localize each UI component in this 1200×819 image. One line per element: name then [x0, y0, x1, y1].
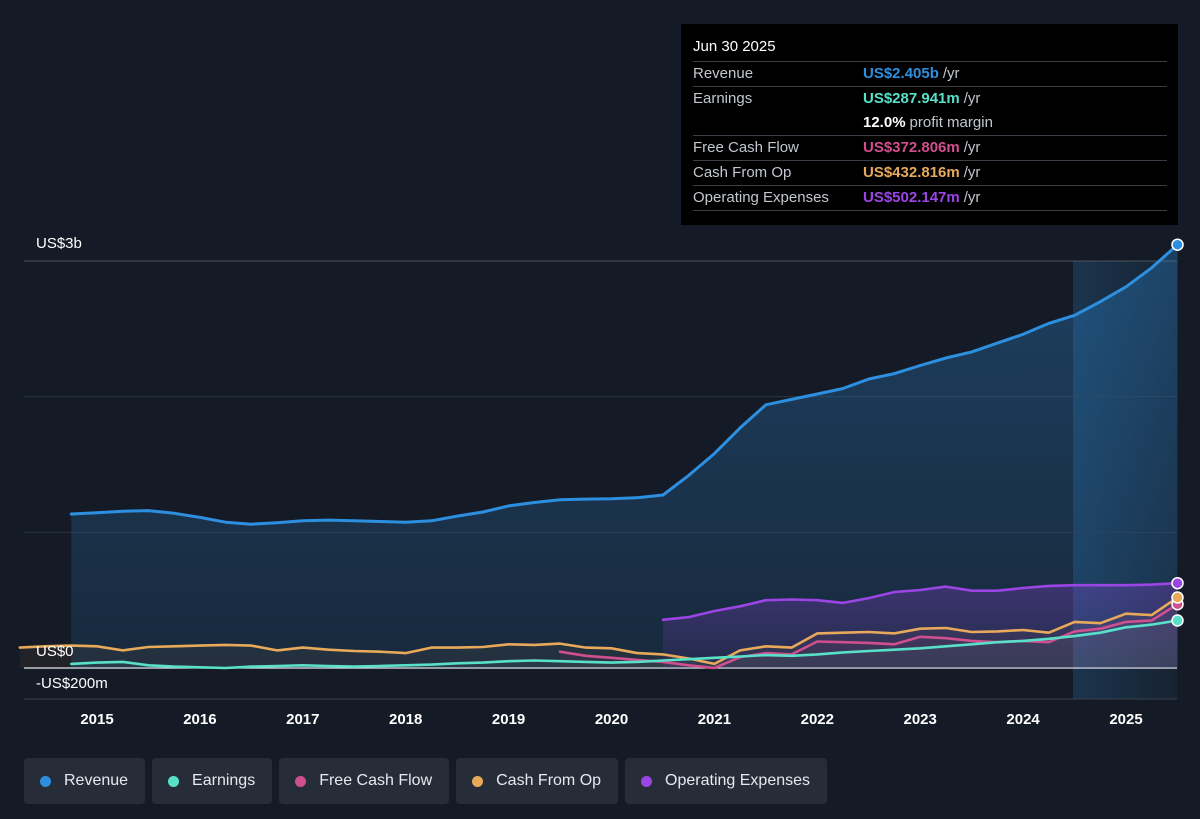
revenue-end-marker: [1171, 238, 1184, 251]
tooltip-value: US$372.806m: [863, 139, 960, 156]
tooltip-row: 12.0% profit margin: [693, 111, 1167, 135]
tooltip-label: Free Cash Flow: [693, 139, 799, 156]
tooltip-suffix: /yr: [963, 189, 981, 206]
y-axis-label: US$3b: [36, 235, 82, 252]
revenue-area: [71, 244, 1178, 668]
x-tick-label: 2020: [595, 711, 628, 728]
data-tooltip: Jun 30 2025 Revenue US$2.405b/yr Earnings U…: [681, 24, 1178, 225]
legend-label: Revenue: [64, 772, 129, 789]
tooltip-row: Cash From Op US$432.816m/yr: [693, 160, 1167, 185]
x-tick-label: 2021: [698, 711, 731, 728]
legend-dot-icon: [472, 775, 484, 787]
legend-dot-icon: [641, 775, 653, 787]
x-tick-label: 2022: [801, 711, 834, 728]
x-tick-label: 2019: [492, 711, 525, 728]
legend-item-earnings[interactable]: Earnings: [152, 758, 273, 804]
cash-from-op-end-marker: [1171, 591, 1184, 604]
tooltip-date: Jun 30 2025: [693, 38, 776, 55]
legend-item-operating-expenses[interactable]: Operating Expenses: [625, 758, 828, 804]
y-axis-label: US$0: [36, 643, 74, 660]
x-tick-label: 2024: [1006, 711, 1040, 728]
legend-item-cash-from-op[interactable]: Cash From Op: [456, 758, 619, 804]
tooltip-value: 12.0%: [863, 114, 906, 131]
legend-dot-icon: [40, 775, 51, 787]
tooltip-value: US$432.816m: [863, 164, 960, 181]
legend-item-revenue[interactable]: Revenue: [24, 758, 146, 804]
tooltip-label: Revenue: [693, 65, 754, 82]
tooltip-row: Operating Expenses US$502.147m/yr: [693, 185, 1167, 211]
y-axis-label: -US$200m: [36, 675, 108, 692]
tooltip-value: US$2.405b: [863, 65, 939, 82]
earnings-end-marker: [1171, 614, 1184, 627]
tooltip-suffix: /yr: [963, 139, 981, 156]
cash-from-op-line: [18, 596, 1179, 666]
operating-expenses-end-marker: [1171, 576, 1184, 590]
x-tick-label: 2016: [183, 711, 216, 728]
tooltip-suffix: /yr: [963, 90, 981, 107]
tooltip-row: Free Cash Flow US$372.806m/yr: [693, 135, 1167, 160]
x-tick-label: 2018: [389, 711, 422, 728]
tooltip-suffix: profit margin: [909, 114, 993, 131]
legend-label: Free Cash Flow: [319, 772, 433, 789]
tooltip-suffix: /yr: [963, 164, 981, 181]
tooltip-label: Operating Expenses: [693, 189, 829, 206]
tooltip-row: Earnings US$287.941m/yr: [693, 86, 1167, 111]
legend-dot-icon: [168, 775, 180, 787]
revenue-line: [69, 243, 1179, 526]
x-tick-label: 2025: [1109, 711, 1142, 728]
legend-label: Operating Expenses: [665, 772, 811, 789]
tooltip-label: Cash From Op: [693, 164, 792, 181]
legend-item-free-cash-flow[interactable]: Free Cash Flow: [279, 758, 450, 804]
x-tick-label: 2017: [286, 711, 319, 728]
x-tick-label: 2015: [80, 711, 113, 728]
tooltip-value: US$502.147m: [863, 189, 960, 206]
tooltip-label: Earnings: [693, 90, 753, 107]
chart-legend: Revenue Earnings Free Cash Flow Cash From O…: [24, 758, 828, 804]
legend-label: Cash From Op: [496, 772, 602, 789]
tooltip-suffix: /yr: [942, 65, 960, 82]
legend-label: Earnings: [192, 772, 256, 789]
tooltip-row: Revenue US$2.405b/yr: [693, 61, 1167, 86]
tooltip-value: US$287.941m: [863, 90, 960, 107]
free-cash-flow-line: [558, 602, 1179, 670]
earnings-line: [70, 619, 1179, 670]
x-tick-label: 2023: [904, 711, 937, 728]
legend-dot-icon: [295, 775, 307, 787]
operating-expenses-line: [661, 581, 1179, 622]
